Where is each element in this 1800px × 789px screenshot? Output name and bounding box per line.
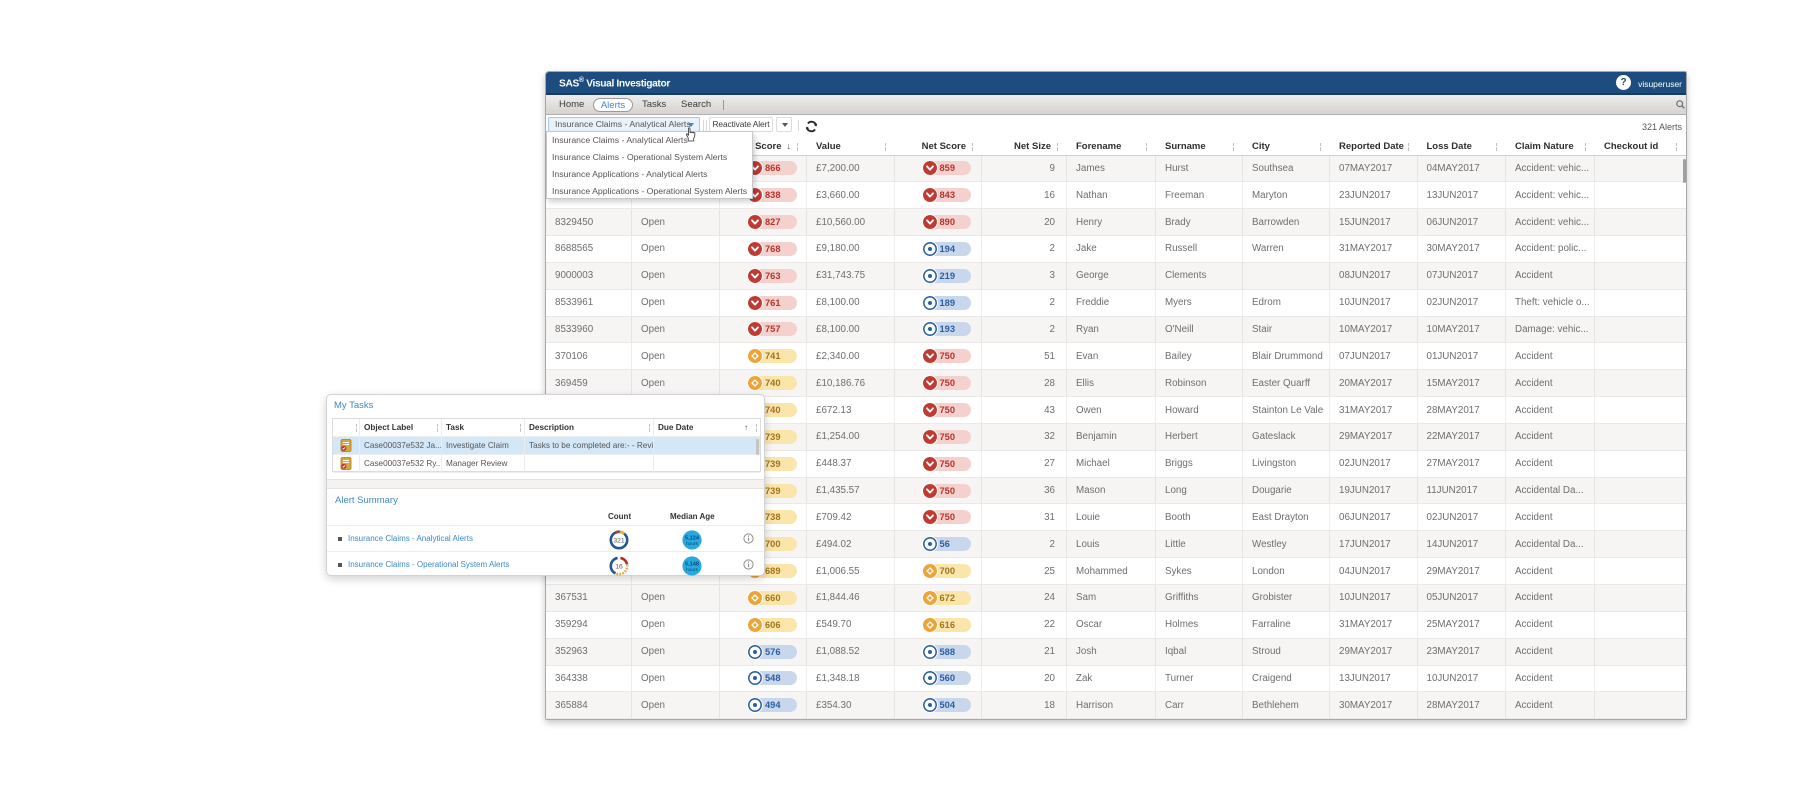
svg-text:16: 16 <box>615 564 623 571</box>
svg-text:5,124: 5,124 <box>685 536 700 542</box>
svg-text:321: 321 <box>613 538 625 545</box>
svg-text:hours: hours <box>686 541 699 547</box>
svg-text:5,148: 5,148 <box>685 562 699 568</box>
svg-text:hours: hours <box>686 567 699 573</box>
